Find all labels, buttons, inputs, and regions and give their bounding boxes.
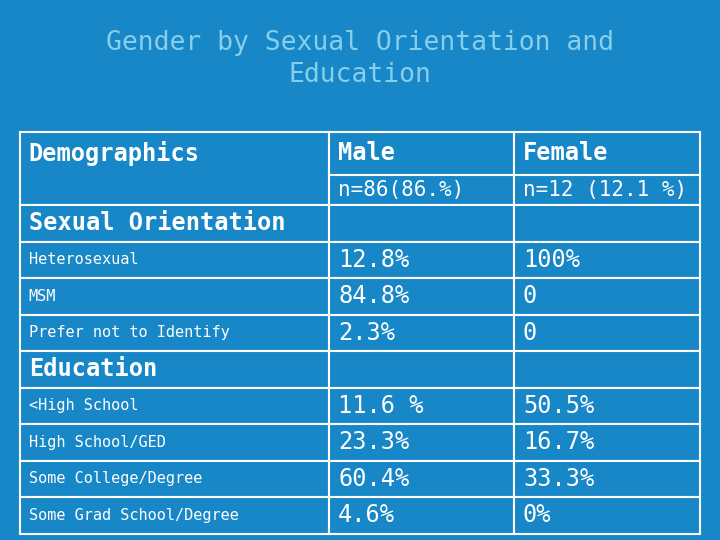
- Bar: [20, 132, 330, 205]
- Bar: [514, 351, 700, 388]
- Text: n=12 (12.1 %): n=12 (12.1 %): [523, 180, 687, 200]
- Bar: [330, 497, 514, 534]
- Text: 0: 0: [523, 321, 537, 345]
- Bar: [514, 132, 700, 205]
- Bar: [330, 242, 514, 278]
- Text: Some Grad School/Degree: Some Grad School/Degree: [29, 508, 238, 523]
- Bar: [514, 424, 700, 461]
- Bar: [20, 424, 330, 461]
- Bar: [330, 351, 514, 388]
- Text: Education: Education: [29, 357, 157, 381]
- Bar: [330, 132, 514, 205]
- Bar: [20, 315, 330, 351]
- Text: 16.7%: 16.7%: [523, 430, 594, 454]
- Bar: [514, 315, 700, 351]
- Bar: [514, 388, 700, 424]
- Bar: [514, 497, 700, 534]
- Text: 60.4%: 60.4%: [338, 467, 409, 491]
- Text: 12.8%: 12.8%: [338, 248, 409, 272]
- Text: Heterosexual: Heterosexual: [29, 253, 138, 267]
- Text: 33.3%: 33.3%: [523, 467, 594, 491]
- Text: Gender by Sexual Orientation and: Gender by Sexual Orientation and: [106, 30, 614, 56]
- Text: 23.3%: 23.3%: [338, 430, 409, 454]
- Bar: [20, 461, 330, 497]
- Bar: [20, 205, 330, 242]
- Text: 11.6 %: 11.6 %: [338, 394, 423, 418]
- Text: 50.5%: 50.5%: [523, 394, 594, 418]
- Bar: [20, 388, 330, 424]
- Bar: [330, 278, 514, 315]
- Text: Male: Male: [338, 141, 395, 165]
- Text: 0%: 0%: [523, 503, 552, 527]
- Bar: [330, 205, 514, 242]
- Text: 0: 0: [523, 285, 537, 308]
- Text: Sexual Orientation: Sexual Orientation: [29, 212, 285, 235]
- Bar: [514, 278, 700, 315]
- Bar: [330, 461, 514, 497]
- Text: Prefer not to Identify: Prefer not to Identify: [29, 326, 230, 340]
- Text: 4.6%: 4.6%: [338, 503, 395, 527]
- Bar: [330, 424, 514, 461]
- Bar: [20, 497, 330, 534]
- Text: n=86(86.%): n=86(86.%): [338, 180, 464, 200]
- Bar: [514, 242, 700, 278]
- Bar: [20, 351, 330, 388]
- Text: Demographics: Demographics: [29, 141, 200, 166]
- Text: 2.3%: 2.3%: [338, 321, 395, 345]
- Text: 100%: 100%: [523, 248, 580, 272]
- Text: 84.8%: 84.8%: [338, 285, 409, 308]
- Bar: [20, 242, 330, 278]
- Text: Female: Female: [523, 141, 608, 165]
- Text: MSM: MSM: [29, 289, 56, 304]
- Bar: [514, 205, 700, 242]
- Text: Education: Education: [289, 62, 431, 88]
- Bar: [330, 388, 514, 424]
- Bar: [20, 278, 330, 315]
- Bar: [514, 461, 700, 497]
- Text: <High School: <High School: [29, 399, 138, 413]
- Text: High School/GED: High School/GED: [29, 435, 166, 450]
- Bar: [330, 315, 514, 351]
- Text: Some College/Degree: Some College/Degree: [29, 471, 202, 487]
